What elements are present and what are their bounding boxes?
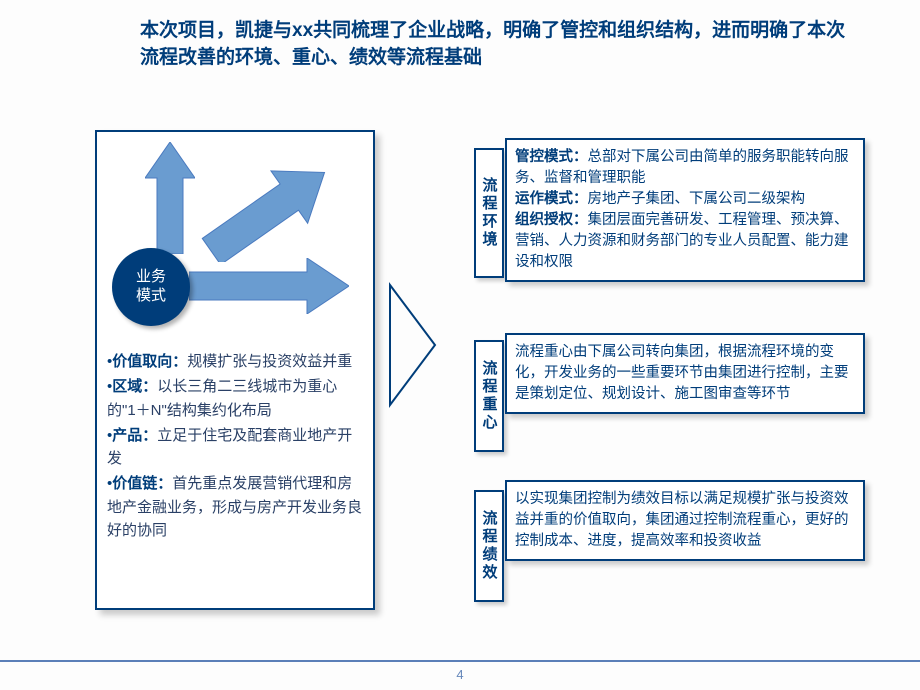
business-model-box: 业务 模式 •价值取向：规模扩张与投资效益并重 •区域：以长三角二三线城市为重心… [95, 130, 375, 610]
arrow-diagonal-icon [199, 162, 337, 262]
arrows-zone: 业务 模式 [107, 140, 363, 350]
list-item: •价值取向：规模扩张与投资效益并重 [107, 350, 363, 373]
line: 管控模式：总部对下属公司由简单的服务职能转向服务、监督和管理职能 [515, 147, 853, 189]
arrow-right-icon [189, 258, 349, 314]
slide-title: 本次项目，凯捷与xx共同梳理了企业战略，明确了管控和组织结构，进而明确了本次流程… [140, 18, 860, 71]
line: 以实现集团控制为绩效目标以满足规模扩张与投资效益并重的价值取向，集团通过控制流程… [515, 489, 853, 552]
bullet-list: •价值取向：规模扩张与投资效益并重 •区域：以长三角二三线城市为重心的"1＋N"… [107, 350, 363, 542]
tab-process-env: 流程环境 [474, 148, 504, 278]
business-model-badge: 业务 模式 [112, 248, 190, 326]
tab-process-perf: 流程绩效 [474, 490, 504, 602]
tab-process-core: 流程重心 [474, 340, 504, 452]
divider [0, 660, 920, 662]
list-item: •区域：以长三角二三线城市为重心的"1＋N"结构集约化布局 [107, 375, 363, 422]
box-process-env: 管控模式：总部对下属公司由简单的服务职能转向服务、监督和管理职能 运作模式：房地… [505, 138, 865, 282]
line: 组织授权：集团层面完善研发、工程管理、预决算、营销、人力资源和财务部门的专业人员… [515, 210, 853, 273]
badge-text-l1: 业务 [112, 268, 190, 287]
box-process-perf: 以实现集团控制为绩效目标以满足规模扩张与投资效益并重的价值取向，集团通过控制流程… [505, 480, 865, 561]
line: 运作模式：房地产子集团、下属公司二级架构 [515, 189, 853, 210]
badge-text-l2: 模式 [112, 287, 190, 306]
list-item: •价值链：首先重点发展营销代理和房地产金融业务，形成与房产开发业务良好的协同 [107, 472, 363, 542]
arrow-up-icon [145, 142, 195, 254]
connector-triangle-icon [385, 280, 440, 410]
box-process-core: 流程重心由下属公司转向集团，根据流程环境的变化，开发业务的一些重要环节由集团进行… [505, 333, 865, 414]
line: 流程重心由下属公司转向集团，根据流程环境的变化，开发业务的一些重要环节由集团进行… [515, 342, 853, 405]
list-item: •产品：立足于住宅及配套商业地产开发 [107, 424, 363, 471]
page-number: 4 [0, 667, 920, 682]
